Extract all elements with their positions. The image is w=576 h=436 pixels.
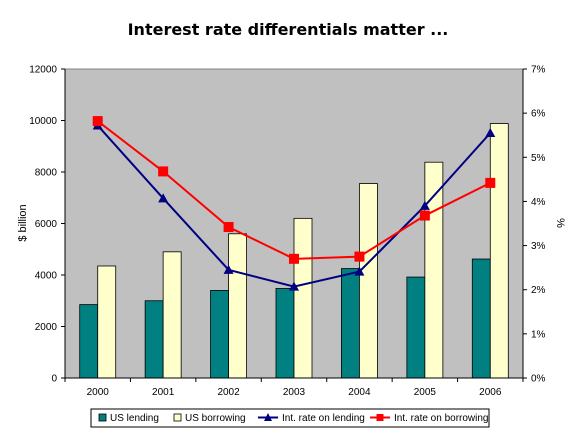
marker-int-rate-on-borrowing-2003 [289,253,299,264]
chart-title: Interest rate differentials matter ... [128,20,449,39]
marker-int-rate-on-borrowing-2001 [158,166,169,177]
x-tick-label: 2001 [152,387,175,398]
bar-us-lending-2000 [79,304,99,379]
y-tick-label: 12000 [29,65,57,76]
y2-tick-label: 3% [531,241,546,252]
legend-swatch-us-lending [98,413,107,422]
y2-tick-label: 7% [531,65,546,76]
y2-tick-label: 4% [531,197,546,208]
bar-us-lending-2006 [471,258,491,379]
y-tick-label: 0 [51,374,57,385]
y-tick-label: 8000 [35,168,58,179]
y2-axis-label: % [554,218,566,228]
legend-swatch-us-borrowing [173,413,182,422]
y2-tick-label: 6% [531,109,546,120]
x-tick-label: 2006 [479,387,502,398]
legend-box [90,408,490,428]
bar-us-lending-2001 [144,300,164,379]
marker-int-rate-on-lending-2005 [419,200,430,210]
marker-int-rate-on-lending-2002 [223,264,234,274]
legend-label-rate-borrowing: Int. rate on borrowing [394,413,489,424]
legend-label-us-borrowing: US borrowing [185,413,246,424]
x-tick-label: 2004 [348,387,371,398]
marker-int-rate-on-borrowing-2004 [354,251,365,262]
legend-item-rate-lending: Int. rate on lending [258,413,365,424]
bar-us-lending-2003 [275,287,295,379]
bar-us-borrowing-2000 [97,265,117,379]
legend-marker-rate-lending [264,413,272,421]
y-tick-label: 2000 [35,322,58,333]
axes-layer: 0 2000 4000 6000 8000 10000 12000 0% 1% 2% 3% 4% 5% 6… [29,65,545,399]
marker-int-rate-on-lending-2001 [158,193,169,203]
bar-us-borrowing-2001 [162,251,182,379]
legend: US lending US borrowing Int. rate on len… [90,408,490,428]
marker-int-rate-on-borrowing-2002 [223,222,234,233]
bar-us-lending-2004 [341,268,360,379]
y2-tick-label: 2% [531,285,546,296]
y2-tick-label: 5% [531,153,546,164]
bar-us-borrowing-2003 [293,217,313,379]
x-tick-label: 2000 [87,387,110,398]
bar-us-lending-2002 [210,290,229,379]
bar-us-lending-2005 [406,276,426,379]
legend-item-rate-borrowing: Int. rate on borrowing [370,413,489,424]
x-tick-label: 2005 [414,387,437,398]
y-axis-label: $ billion [17,204,29,241]
marker-int-rate-on-borrowing-2005 [419,210,430,221]
marker-int-rate-on-borrowing-2006 [485,177,496,188]
y2-tick-label: 0% [531,374,546,385]
marker-int-rate-on-lending-2006 [485,128,496,138]
marker-int-rate-on-borrowing-2000 [92,116,103,127]
x-tick-label: 2002 [217,387,240,398]
legend-item-us-lending: US lending [98,413,159,424]
lines-layer [92,116,496,291]
marker-int-rate-on-lending-2003 [289,281,299,291]
legend-label-rate-lending: Int. rate on lending [282,413,365,424]
bar-us-borrowing-2004 [359,183,378,379]
y-tick-label: 10000 [29,116,57,127]
marker-int-rate-on-lending-2004 [354,266,365,276]
y2-tick-label: 1% [531,329,546,340]
bar-us-borrowing-2006 [489,123,509,379]
legend-item-us-borrowing: US borrowing [173,413,246,424]
y-tick-label: 6000 [35,219,58,230]
y-tick-label: 4000 [35,271,58,282]
legend-marker-rate-borrowing [376,414,384,421]
bar-us-borrowing-2002 [228,233,247,379]
legend-label-us-lending: US lending [110,413,159,424]
x-tick-label: 2003 [283,387,306,398]
